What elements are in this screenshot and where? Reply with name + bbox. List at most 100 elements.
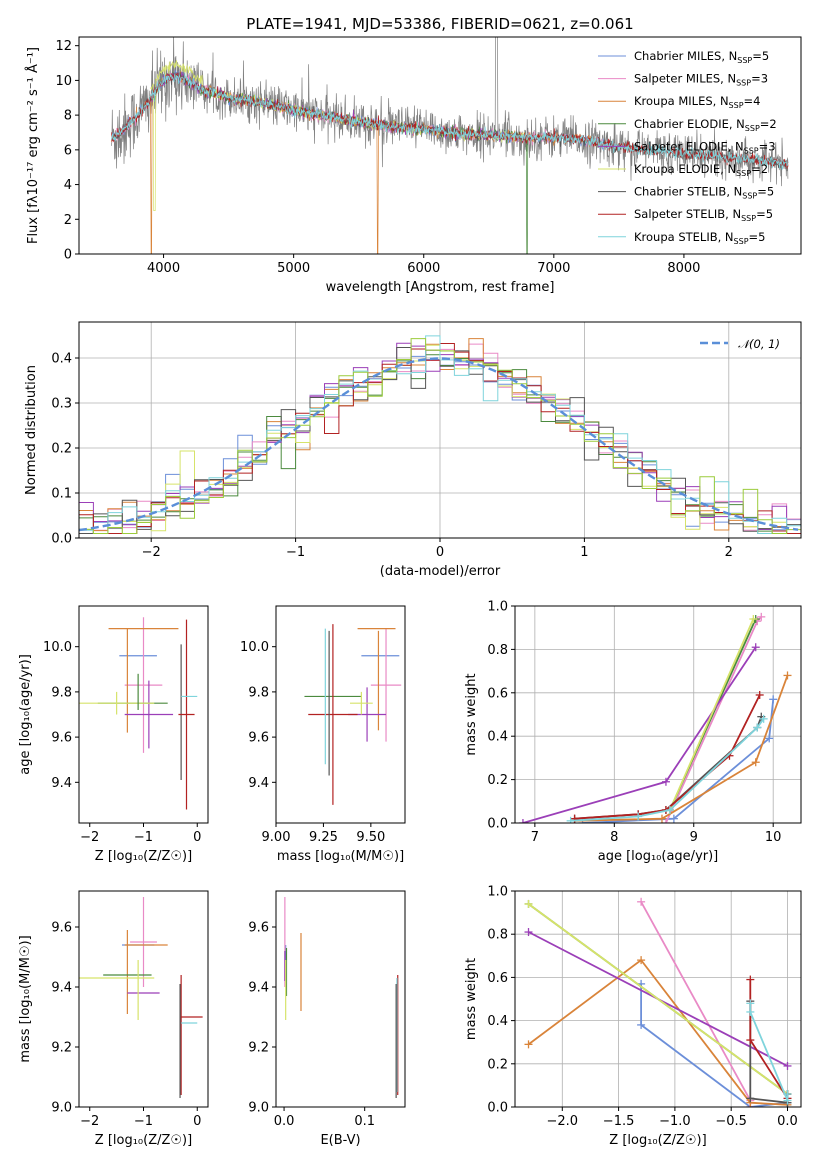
y-tick-label: 0.2 <box>51 442 72 457</box>
legend-label-chabrier_stelib: Chabrier STELIB, NSSP=5 <box>634 185 774 201</box>
age_vs_Z-axes: −2 −1 0 9.4 9.6 9.8 10.0 Z [log₁₀(Z/Z☉)] age [lo… <box>18 640 201 864</box>
y-tick-label: 9.4 <box>248 981 269 996</box>
series-chabrier_stelib <box>746 997 792 1107</box>
x-tick-label: 5000 <box>277 261 310 276</box>
y-tick-label: 8 <box>64 109 72 124</box>
y-tick-label: 1.0 <box>487 600 508 615</box>
x-tick-label: −2 <box>80 830 99 845</box>
x-tick-label: 10 <box>765 830 782 845</box>
y-tick-label: 0.1 <box>51 487 72 502</box>
spectrum-title: PLATE=1941, MJD=53386, FIBERID=0621, z=0… <box>246 15 633 33</box>
series-marker <box>524 1040 533 1049</box>
x-tick-label: 4000 <box>147 261 180 276</box>
normal-curve <box>79 357 799 532</box>
series-kroupa_stelib <box>746 999 792 1105</box>
series-marker <box>634 812 643 821</box>
x-tick-label: −0.5 <box>715 1114 747 1129</box>
y-tick-label: 9.4 <box>51 776 72 791</box>
y-tick-label: 0.0 <box>487 817 508 832</box>
series-marker <box>524 899 533 908</box>
errorbar-kroupa_elodie <box>79 691 155 715</box>
series-chabrier_miles <box>578 695 778 823</box>
spectrum-model-kroupa_miles <box>111 71 607 254</box>
series-line <box>582 699 775 823</box>
x-tick-label: 0 <box>193 1114 201 1129</box>
y-tick-label: 6 <box>64 143 72 158</box>
series-kroupa_stelib <box>566 714 768 823</box>
mass_vs_ebv-frame <box>275 890 406 1108</box>
spectrum-legend: Chabrier MILES, NSSP=5 Salpeter MILES, NS… <box>598 49 777 246</box>
series-marker <box>759 714 768 723</box>
y-tick-label: 4 <box>64 178 72 193</box>
residuals-legend: 𝒩(0, 1) <box>700 337 780 351</box>
x-tick-label: −2.0 <box>547 1114 579 1129</box>
y-tick-label: 10 <box>55 74 72 89</box>
weight_vs_age-xlabel: age [log₁₀(age/yr)] <box>598 849 719 864</box>
x-tick-label: −1 <box>134 830 153 845</box>
series-line <box>527 958 788 1106</box>
y-tick-label: 0.0 <box>487 1101 508 1116</box>
mass_vs_Z-ylabel: mass [log₁₀(M/M☉)] <box>18 935 33 1062</box>
series-marker <box>769 695 778 704</box>
y-tick-label: 0.2 <box>487 1057 508 1072</box>
age_vs_mass-plot-area <box>304 624 402 805</box>
legend-label-salpeter_miles: Salpeter MILES, NSSP=3 <box>634 72 768 88</box>
mass_vs_ebv-xlabel: E(B-V) <box>320 1133 360 1148</box>
x-tick-label: 9 <box>690 830 698 845</box>
y-tick-label: 0.6 <box>487 971 508 986</box>
series-marker <box>518 819 527 823</box>
x-tick-label: −2 <box>142 545 161 560</box>
residuals-xlabel: (data-model)/error <box>380 564 501 579</box>
series-marker <box>757 612 766 621</box>
y-tick-label: 9.6 <box>51 921 72 936</box>
series-line <box>640 901 752 1107</box>
mass_vs_Z-plot-area <box>79 897 203 1098</box>
age_vs_mass-xlabel: mass [log₁₀(M/M☉)] <box>277 849 404 864</box>
y-tick-label: 9.6 <box>248 921 269 936</box>
residuals-plot-area <box>79 335 801 534</box>
histogram-green <box>79 338 801 534</box>
y-tick-label: 0.0 <box>51 532 72 547</box>
age_vs_Z-ylabel: age [log₁₀(age/yr)] <box>18 654 33 775</box>
age_vs_Z-frame <box>78 605 209 824</box>
mass_vs_ebv-axes: 0.0 0.1 9.0 9.2 9.4 9.6 E(B-V) <box>248 921 375 1149</box>
age_vs_Z-xlabel: Z [log₁₀(Z/Z☉)] <box>95 849 192 864</box>
series-marker <box>566 816 575 823</box>
x-tick-label: 0.1 <box>354 1114 375 1129</box>
y-tick-label: 0.2 <box>487 773 508 788</box>
spectrum-axes: 4000 5000 6000 7000 8000 0 2 4 6 8 10 12 wavelength … <box>25 39 700 295</box>
y-tick-label: 9.4 <box>51 981 72 996</box>
x-tick-label: 8000 <box>667 261 700 276</box>
series-marker <box>657 814 666 823</box>
weight_vs_age-plot-area <box>518 612 792 823</box>
series-salpeter_stelib <box>570 690 764 823</box>
series-marker <box>637 897 646 906</box>
age_vs_Z-plot-area <box>79 617 198 810</box>
series-line <box>522 646 757 823</box>
x-tick-label: −1.0 <box>659 1114 691 1129</box>
legend-label-normal: 𝒩(0, 1) <box>738 337 780 351</box>
legend-label-chabrier_miles: Chabrier MILES, NSSP=5 <box>634 49 769 65</box>
series-kroupa_elodie <box>524 899 792 1099</box>
series-marker <box>669 814 678 823</box>
y-tick-label: 9.2 <box>51 1041 72 1056</box>
errorbar-salpeter_miles <box>124 617 163 753</box>
y-tick-label: 9.2 <box>248 1041 269 1056</box>
series-marker <box>749 615 758 624</box>
spectrum-xlabel: wavelength [Angstrom, rest frame] <box>326 280 555 295</box>
histogram-salpeter_stelib <box>79 343 801 534</box>
y-tick-label: 0.8 <box>487 643 508 658</box>
y-tick-label: 0.4 <box>487 1014 508 1029</box>
legend-label-chabrier_elodie: Chabrier ELODIE, NSSP=2 <box>634 117 777 133</box>
mass_vs_ebv-plot-area <box>284 897 399 1098</box>
series-line <box>527 903 789 1095</box>
x-tick-label: 8 <box>610 830 618 845</box>
residuals-ylabel: Normed distribution <box>24 365 39 495</box>
x-tick-label: 0 <box>193 830 201 845</box>
y-tick-label: 9.8 <box>51 685 72 700</box>
x-tick-label: −2 <box>80 1114 99 1129</box>
x-tick-label: 9.00 <box>262 830 291 845</box>
weight_vs_age-frame <box>514 605 802 824</box>
x-tick-label: 0 <box>436 545 444 560</box>
